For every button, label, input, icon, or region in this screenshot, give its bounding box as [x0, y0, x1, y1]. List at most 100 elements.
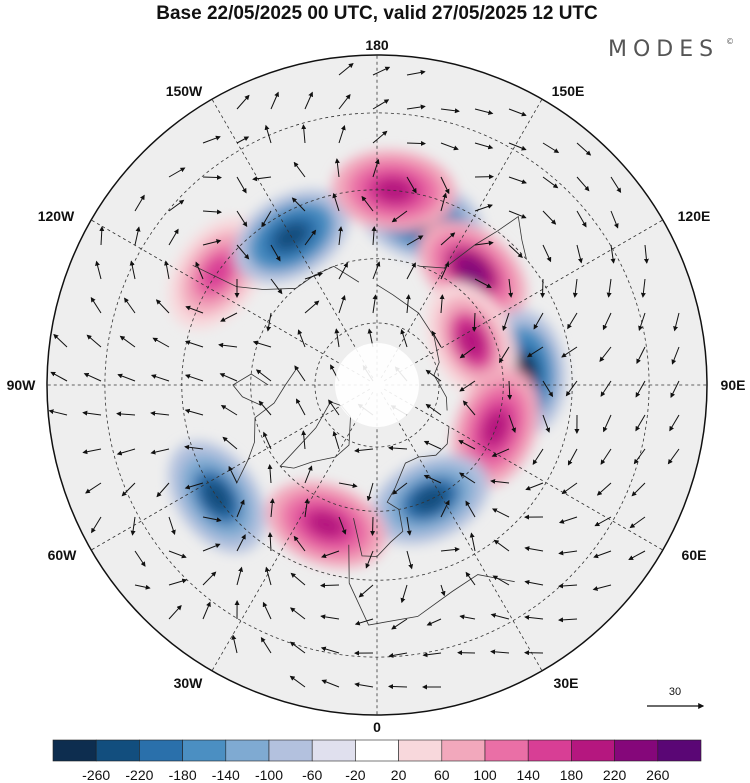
wind-vector-arrow: [124, 297, 136, 314]
wind-vector-arrow: [558, 583, 578, 589]
wind-vector-arrow: [667, 448, 680, 465]
wind-vector-arrow: [542, 210, 557, 225]
wind-vector-arrow: [294, 365, 306, 382]
wind-vector-arrow: [291, 197, 306, 212]
wind-vector-arrow: [338, 516, 347, 535]
lon-label-150e: 150E: [552, 83, 585, 99]
wind-vector-arrow: [304, 91, 313, 110]
wind-vector-arrow: [354, 447, 374, 453]
lon-label-120e: 120E: [678, 208, 711, 224]
wind-vector-arrow: [82, 448, 102, 455]
wind-vector-arrow: [264, 566, 272, 586]
wind-vector-arrow: [202, 543, 221, 552]
wind-vector-arrow: [471, 312, 477, 332]
lon-label-30e: 30E: [554, 675, 579, 691]
wind-vector-arrow: [53, 333, 68, 348]
lon-label-0: 0: [373, 719, 381, 735]
wind-vector-arrow: [372, 130, 388, 144]
wind-vector-arrow: [600, 380, 612, 397]
colorbar: -260 -220 -180 -140 -100 -60 -20 20 60 100 140 180 2…: [52, 739, 702, 783]
wind-vector-arrow: [474, 204, 493, 212]
wind-vector-arrow: [304, 229, 317, 246]
wind-vector-arrow: [252, 340, 272, 348]
wind-vector-arrow: [202, 571, 217, 586]
wind-vector-arrow: [671, 346, 680, 365]
wind-vector-arrow: [440, 108, 460, 114]
wind-vector-arrow: [440, 584, 446, 597]
wind-vector-arrow: [406, 550, 414, 570]
wind-vector-arrow: [290, 572, 306, 586]
wind-vector-arrow: [440, 547, 460, 553]
wind-vector-arrow: [354, 682, 374, 688]
wind-vector-arrow: [338, 262, 348, 280]
wind-vector-arrow: [202, 209, 222, 215]
wind-vector-arrow: [423, 440, 442, 450]
wind-vector-arrow: [465, 500, 476, 518]
wind-vector-arrow: [202, 601, 211, 620]
wind-vector-arrow: [164, 260, 170, 280]
wind-vector-arrow: [565, 380, 578, 397]
wind-vector-arrow: [422, 652, 442, 658]
brand-logo: MODES: [608, 37, 719, 62]
wind-vector-arrow: [168, 228, 179, 246]
colorbar-tick-label: 100: [473, 767, 497, 783]
wind-vector-arrow: [490, 478, 510, 484]
wind-vector-arrow: [270, 91, 279, 110]
latitude-circle: [314, 322, 440, 448]
wind-vector-arrow: [643, 244, 649, 264]
wind-vector-arrow: [391, 618, 408, 630]
wind-vector-arrow: [561, 482, 578, 495]
wind-vector-arrow: [228, 465, 238, 484]
wind-vector-arrow: [572, 278, 578, 298]
wind-vector-arrow: [636, 346, 646, 364]
wind-vector-arrow: [168, 550, 187, 559]
wind-vector-arrow: [134, 584, 151, 590]
colorbar-swatch: [571, 739, 615, 762]
wind-vector-arrow: [134, 550, 146, 567]
wind-vector-arrow: [405, 294, 411, 314]
wind-vector-arrow: [392, 482, 408, 495]
wind-vector-arrow: [236, 176, 247, 194]
wind-vector-arrow: [576, 142, 592, 156]
reference-vector-label: 30: [669, 686, 681, 698]
wind-vector-arrow: [304, 300, 320, 314]
wind-vector-arrow: [48, 409, 68, 416]
wind-vector-arrow: [185, 305, 204, 314]
wind-vector-arrow: [465, 571, 476, 586]
wind-vector-arrow: [297, 329, 306, 348]
wind-vector-arrow: [220, 404, 238, 416]
wind-vector-arrow: [218, 342, 238, 348]
wind-vector-arrow: [388, 684, 408, 690]
wind-vector-arrow: [202, 174, 222, 180]
colorbar-swatch: [398, 739, 443, 762]
wind-vector-arrow: [338, 294, 346, 314]
colorbar-swatch: [484, 739, 529, 762]
wind-vector-arrow: [440, 192, 448, 212]
colorbar-swatch: [268, 739, 313, 762]
wind-vector-arrow: [635, 380, 646, 398]
wind-vector-arrow: [372, 66, 391, 76]
wind-vector-arrow: [576, 244, 583, 264]
wind-vector-arrow: [119, 335, 136, 348]
wind-vector-arrow: [492, 508, 510, 518]
lon-label-90w: 90W: [7, 377, 37, 393]
wind-vector-arrow: [440, 176, 450, 195]
anomaly-band-1-3: [456, 256, 489, 287]
wind-vector-arrow: [293, 535, 306, 552]
wind-vector-arrow: [236, 136, 250, 144]
wind-vector-arrow: [400, 584, 408, 604]
wind-vector-arrow: [304, 498, 310, 518]
wind-vector-arrow: [252, 176, 272, 182]
colorbar-swatch: [95, 739, 140, 762]
wind-vector-arrow: [236, 244, 250, 260]
wind-vector-arrow: [121, 482, 136, 497]
wind-vector-arrow: [592, 584, 612, 591]
wind-vector-arrow: [261, 210, 272, 228]
wind-vector-arrow: [462, 400, 476, 416]
wind-vector-arrow: [156, 482, 170, 498]
wind-vector-arrow: [524, 579, 544, 586]
wind-vector-arrow: [117, 373, 136, 382]
wind-vector-arrow: [524, 614, 544, 620]
coastline: [376, 284, 448, 411]
polar-map: [46, 54, 708, 716]
